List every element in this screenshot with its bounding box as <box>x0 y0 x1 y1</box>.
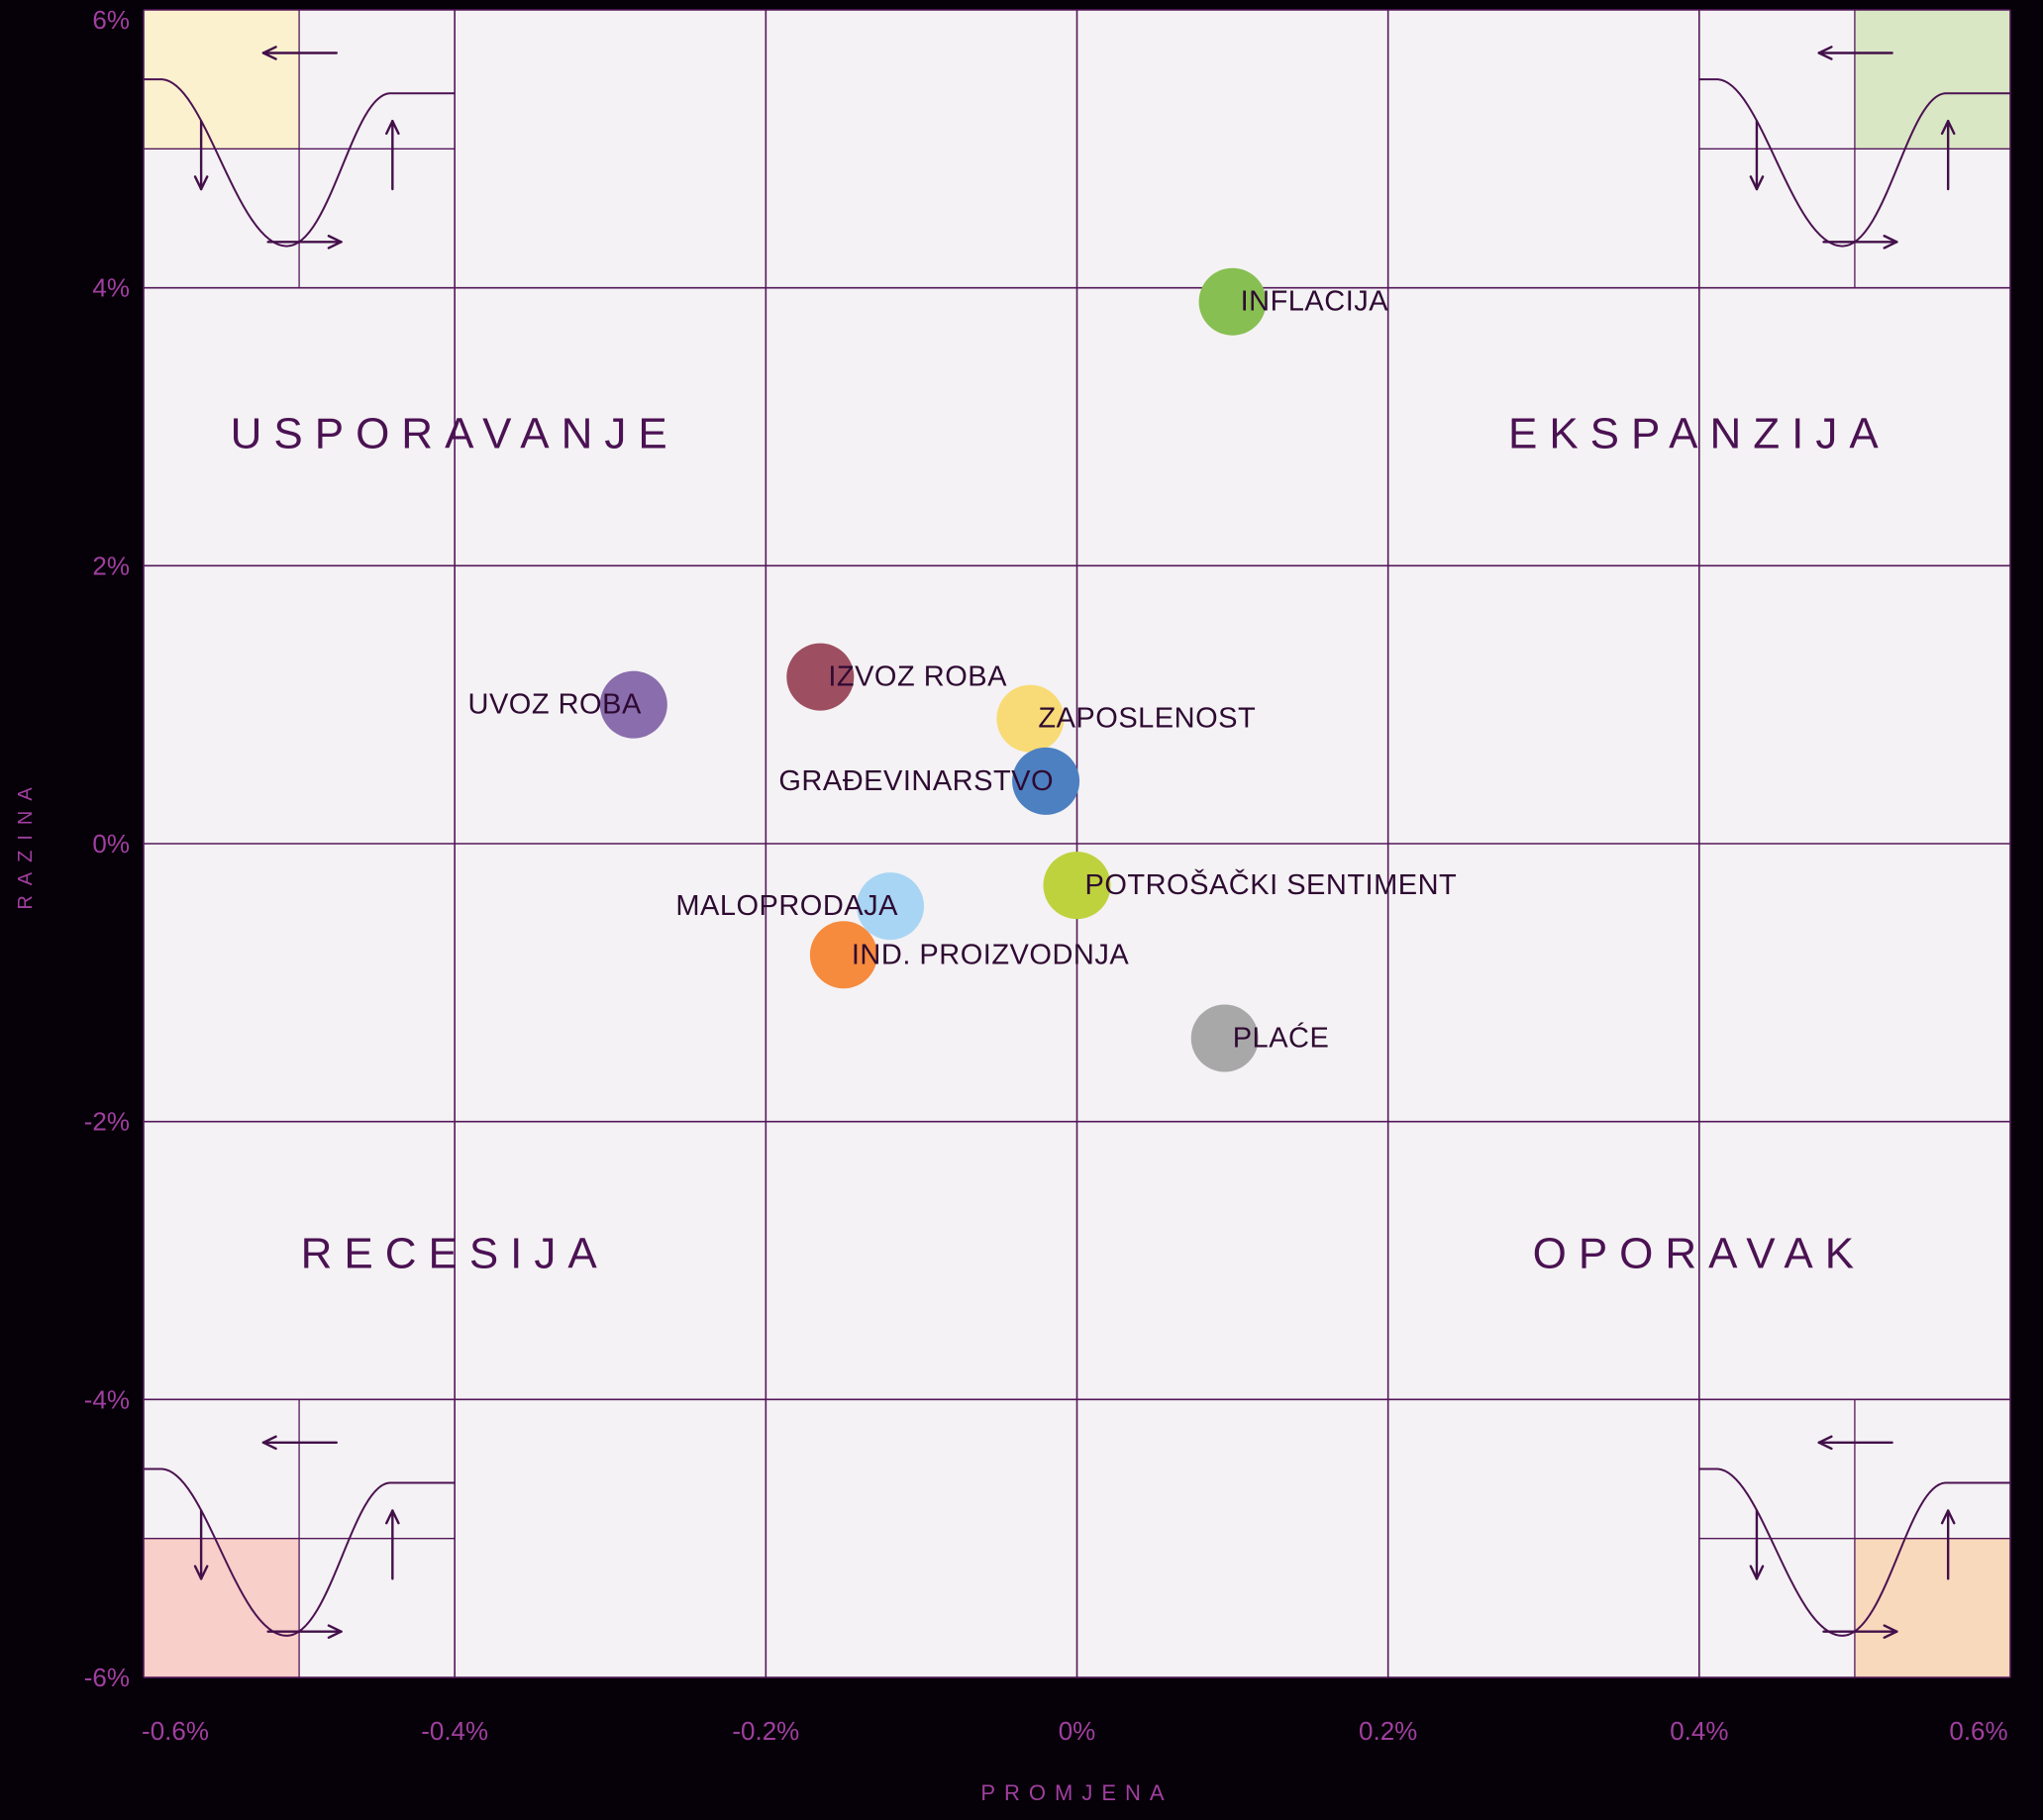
data-point-label-inflacija: INFLACIJA <box>1241 286 1389 318</box>
data-points-layer: INFLACIJA IZVOZ ROBA UVOZ ROBA ZAPOSLENOST G… <box>468 267 1458 1072</box>
data-point-izvoz-roba[interactable] <box>786 643 855 711</box>
data-point-label-place: PLAĆE <box>1233 1021 1330 1054</box>
data-point-zaposlenost[interactable] <box>996 684 1065 753</box>
data-point-potrosacki-sentiment[interactable] <box>1043 852 1111 920</box>
arrow-up-icon <box>385 120 400 191</box>
data-point-ind-proizvodnja[interactable] <box>809 921 877 989</box>
phase-highlight-top-left <box>144 10 300 150</box>
data-point-maloprodaja[interactable] <box>857 872 924 941</box>
x-tick-label: -0.4% <box>421 1716 488 1746</box>
data-point-inflacija[interactable] <box>1198 267 1267 336</box>
cycle-legend-top-left <box>144 10 456 288</box>
quadrant-labels-layer: USPORAVANJE EKSPANZIJA RECESIJA OPORAVAK <box>231 410 1890 1278</box>
quadrant-label-ekspanzija: EKSPANZIJA <box>1508 410 1890 458</box>
cycle-curve <box>144 78 456 248</box>
x-axis-title: PROMJENA <box>980 1780 1173 1805</box>
arrow-left-icon <box>261 46 338 60</box>
cycle-curve <box>144 1467 456 1637</box>
data-point-label-potrosacki-sentiment: POTROŠAČKI SENTIMENT <box>1085 867 1458 901</box>
data-point-gradevinarstvo[interactable] <box>1012 747 1080 815</box>
arrow-up-icon <box>385 1509 400 1580</box>
x-tick-label: -0.6% <box>142 1716 209 1746</box>
quadrant-label-recesija: RECESIJA <box>301 1229 609 1277</box>
arrow-right-icon <box>1822 235 1898 250</box>
phase-highlight-bottom-left <box>144 1538 300 1677</box>
arrow-left-icon <box>261 1435 338 1451</box>
data-point-label-ind-proizvodnja: IND. PROIZVODNJA <box>852 939 1129 970</box>
cycle-legend-top-right <box>1698 10 2010 288</box>
cycle-curve <box>1698 1467 2010 1637</box>
arrow-right-icon <box>266 1624 343 1639</box>
arrow-down-icon <box>1749 1509 1765 1580</box>
quadrant-label-oporavak: OPORAVAK <box>1533 1229 1866 1277</box>
arrow-left-icon <box>1817 1435 1893 1451</box>
x-tick-label: 0.4% <box>1670 1716 1728 1746</box>
quadrant-label-usporavanje: USPORAVANJE <box>231 410 679 458</box>
phase-highlight-bottom-right <box>1854 1538 2010 1677</box>
arrow-right-icon <box>266 235 343 250</box>
grid-layer <box>143 9 2011 1678</box>
data-point-uvoz-roba[interactable] <box>599 670 667 739</box>
data-point-label-izvoz-roba: IZVOZ ROBA <box>828 661 1007 693</box>
cycle-curve <box>1698 78 2010 248</box>
axis-labels-layer: -0.6% -0.4% -0.2% 0% 0.2% 0.4% 0.6% 6% 4% 2% 0% -2%… <box>84 5 2008 1746</box>
data-point-place[interactable] <box>1190 1004 1259 1072</box>
y-axis-title: RAZINA <box>15 777 37 909</box>
arrow-up-icon <box>1940 120 1956 191</box>
arrow-down-icon <box>193 1509 209 1580</box>
phase-highlight-top-right <box>1854 10 2010 150</box>
arrow-up-icon <box>1940 1509 1956 1580</box>
data-point-label-gradevinarstvo: GRAĐEVINARSTVO <box>778 765 1054 797</box>
cycle-legend-bottom-left <box>144 1399 456 1677</box>
cycle-phase-legend-layer <box>144 10 2010 1677</box>
arrow-down-icon <box>1749 120 1765 191</box>
data-point-label-maloprodaja: MALOPRODAJA <box>675 890 898 922</box>
data-point-label-uvoz-roba: UVOZ ROBA <box>468 689 642 721</box>
y-tick-label: -4% <box>84 1384 130 1414</box>
x-tick-label: 0% <box>1059 1716 1096 1746</box>
arrow-right-icon <box>1822 1624 1898 1639</box>
x-tick-label: 0.2% <box>1359 1716 1417 1746</box>
arrow-down-icon <box>193 120 209 191</box>
data-point-label-zaposlenost: ZAPOSLENOST <box>1038 703 1256 735</box>
arrow-left-icon <box>1817 46 1893 60</box>
y-tick-label: 0% <box>92 829 130 859</box>
x-tick-label: 0.6% <box>1949 1716 2007 1746</box>
y-tick-label: -2% <box>84 1107 130 1137</box>
x-tick-label: -0.2% <box>732 1716 799 1746</box>
y-tick-label: 4% <box>92 273 130 303</box>
y-tick-label: 2% <box>92 551 130 580</box>
y-tick-label: -6% <box>84 1663 130 1692</box>
y-tick-label: 6% <box>92 5 130 35</box>
cycle-legend-bottom-right <box>1698 1399 2010 1677</box>
